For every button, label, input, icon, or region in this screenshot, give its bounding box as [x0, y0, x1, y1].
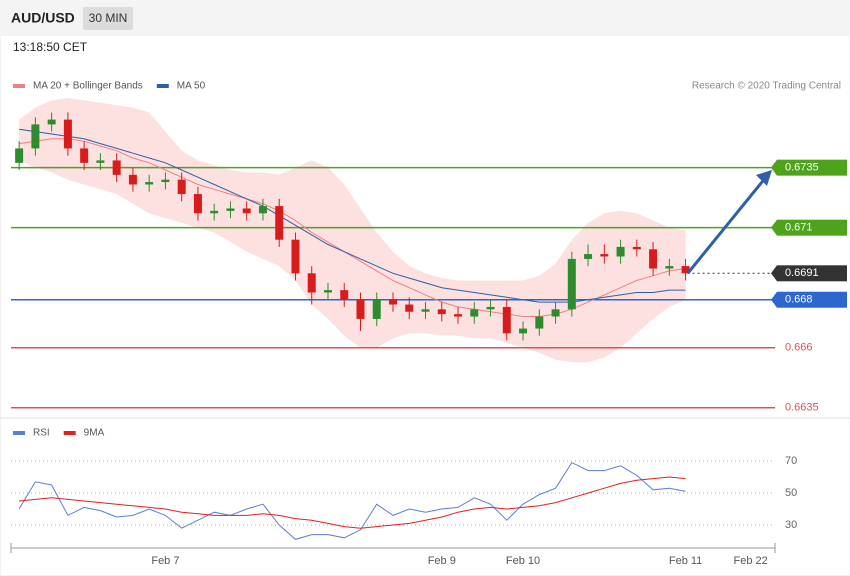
y-tick-label: 30 [785, 519, 797, 531]
legend-swatch [156, 84, 169, 88]
x-tick-label: Feb 7 [151, 555, 179, 567]
candle-body [161, 179, 170, 183]
candle-body [454, 314, 463, 317]
candle-body [502, 306, 511, 334]
candle-body [389, 299, 397, 305]
level-label: 0.6635 [785, 402, 819, 414]
level-box [777, 159, 847, 176]
candle-body [567, 258, 576, 310]
candle-body [145, 182, 154, 185]
candle-body [96, 160, 105, 163]
candle-body [616, 246, 625, 257]
candle-body [226, 208, 235, 211]
candle-body [470, 309, 479, 317]
y-tick-label: 50 [785, 487, 797, 499]
candle-body [632, 246, 641, 250]
candle-body [356, 299, 365, 319]
header-bar [0, 0, 850, 36]
level-box [777, 291, 847, 308]
candle-body [15, 148, 24, 163]
level-label: 0.6691 [785, 267, 819, 279]
candle-body [193, 194, 202, 214]
level-label: 0.671 [785, 222, 813, 234]
candle-body [551, 309, 560, 317]
candle-body [275, 206, 284, 240]
legend-swatch [13, 431, 25, 435]
symbol: AUD/USD [11, 10, 75, 26]
x-tick-label: Feb 22 [733, 555, 767, 567]
candle-body [486, 306, 495, 310]
candle-body [535, 316, 544, 329]
candle-body [519, 328, 528, 334]
interval-badge [83, 7, 133, 30]
candle-body [128, 174, 137, 185]
legend-label: 9MA [84, 428, 105, 439]
level-box-tip [771, 291, 777, 308]
legend-swatch [63, 431, 76, 435]
candle-body [307, 273, 316, 293]
legend-swatch [13, 84, 25, 88]
candle-body [600, 254, 609, 257]
candle-body [323, 290, 332, 293]
candle-body [649, 249, 658, 269]
x-tick-label: Feb 9 [428, 555, 456, 567]
candle-body [80, 148, 89, 163]
candle-body [258, 206, 267, 214]
rsi-line [19, 476, 686, 529]
legend-label: MA 50 [177, 81, 206, 92]
candle-body [63, 119, 72, 149]
x-tick-label: Feb 11 [669, 555, 702, 567]
time: 13:18:50 CET [13, 40, 88, 54]
candle-body [681, 266, 690, 274]
x-tick-label: Feb 10 [506, 555, 540, 567]
legend-label: MA 20 + Bollinger Bands [33, 81, 143, 92]
candle-body [584, 254, 593, 259]
candle-body [210, 210, 219, 214]
legend-label: RSI [33, 428, 50, 439]
level-label: 0.6735 [785, 162, 819, 174]
candle-body [665, 266, 674, 269]
candle-body [31, 124, 40, 149]
forecast-arrow-head [756, 170, 772, 186]
candle-body [291, 239, 300, 274]
candle-body [177, 179, 186, 195]
level-box [777, 265, 847, 282]
level-label: 0.668 [785, 294, 813, 306]
rsi-line [18, 461, 686, 540]
copyright: Research © 2020 Trading Central [692, 81, 841, 92]
level-box-tip [771, 265, 777, 282]
level-box [777, 219, 847, 236]
interval: 30 MIN [89, 11, 128, 25]
level-label: 0.666 [785, 342, 813, 354]
level-box-tip [771, 219, 777, 236]
level-box-tip [771, 159, 777, 176]
candle-body [421, 309, 430, 312]
forecast-arrow [686, 176, 768, 274]
candle-body [47, 119, 56, 125]
candle-body [405, 304, 414, 312]
candle-body [112, 160, 121, 175]
candle-body [437, 309, 446, 315]
candle-body [242, 208, 251, 214]
y-tick-label: 70 [785, 455, 797, 467]
candle-body [340, 290, 349, 300]
candle-body [372, 299, 381, 319]
bollinger-band [19, 98, 686, 363]
